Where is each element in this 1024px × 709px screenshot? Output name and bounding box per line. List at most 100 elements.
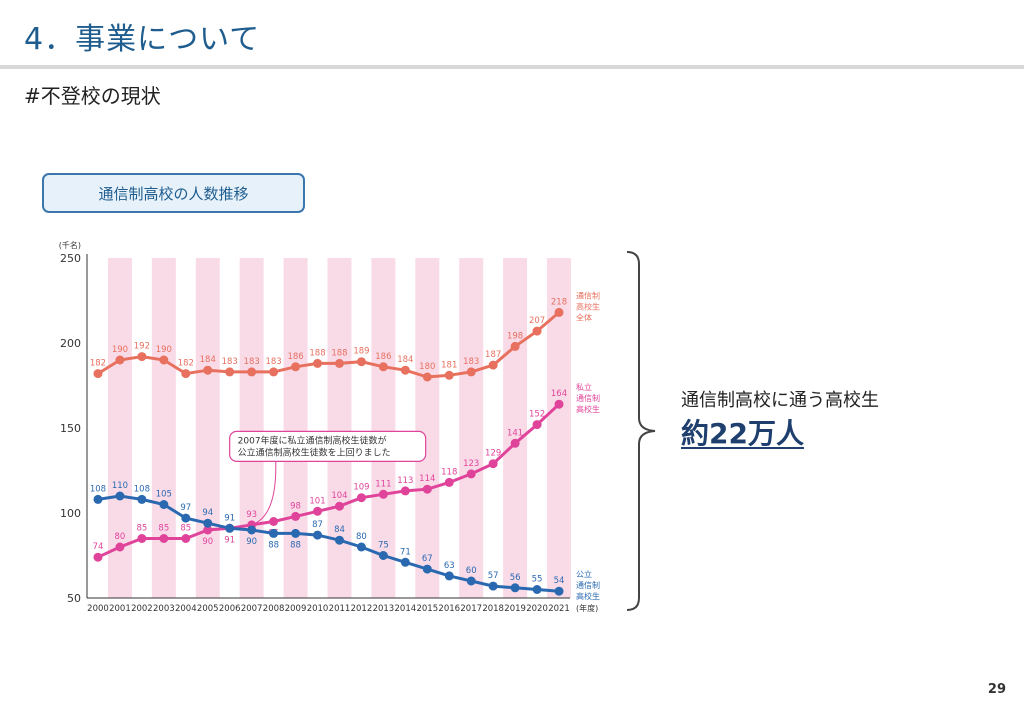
x-tick-label: 2003 [153, 604, 175, 614]
series-name-public: 通信制 [576, 580, 600, 590]
data-point-private [444, 477, 454, 487]
data-point-public [159, 500, 169, 509]
data-point-total [203, 365, 213, 375]
series-name-total: 全体 [576, 312, 592, 322]
data-point-total [269, 367, 279, 377]
series-name-private: 高校生 [576, 404, 600, 414]
data-point-public [554, 586, 564, 596]
year-stripe [107, 258, 132, 598]
data-label-private: 93 [246, 510, 257, 520]
data-label-total: 184 [397, 355, 413, 365]
data-point-total [356, 357, 366, 367]
data-point-private [356, 493, 366, 503]
annotation-text: 2007年度に私立通信制高校生徒数が [238, 434, 387, 446]
data-point-total [378, 362, 388, 372]
series-name-public: 公立 [576, 569, 592, 579]
data-point-private [181, 534, 191, 543]
x-tick-label: 2006 [219, 604, 241, 614]
data-point-total [554, 307, 564, 317]
data-label-total: 180 [419, 362, 435, 372]
slide-title: 4．事業について [24, 22, 261, 57]
x-tick-label: 2005 [197, 604, 219, 614]
year-stripe [283, 258, 308, 598]
x-tick-label: 2002 [131, 604, 153, 614]
data-point-total [444, 370, 454, 380]
x-tick-label: 2018 [482, 604, 504, 614]
data-label-private: 85 [180, 524, 191, 534]
data-point-total [225, 367, 235, 377]
data-label-public: 54 [554, 576, 565, 586]
data-label-total: 207 [529, 316, 545, 326]
x-tick-label: 2007 [241, 604, 263, 614]
data-label-public: 105 [156, 490, 172, 500]
x-tick-label: 2020 [526, 604, 548, 614]
x-tick-label: 2011 [329, 604, 351, 614]
data-label-public: 108 [134, 484, 150, 494]
data-label-private: 98 [290, 501, 301, 511]
data-label-public: 57 [488, 571, 499, 581]
data-label-public: 97 [180, 503, 191, 513]
data-label-public: 63 [444, 561, 455, 571]
page-number: 29 [987, 682, 1006, 697]
data-label-total: 189 [353, 347, 369, 357]
data-point-private [269, 517, 279, 526]
x-tick-label: 2021 [548, 604, 570, 614]
data-point-public [247, 525, 257, 535]
data-point-private [532, 420, 542, 430]
data-point-public [291, 528, 301, 538]
series-name-public: 高校生 [576, 591, 600, 601]
data-label-private: 74 [93, 542, 104, 552]
chart-title-label: 通信制高校の人数推移 [98, 184, 249, 203]
x-tick-label: 2014 [395, 604, 417, 614]
data-point-private [159, 534, 169, 543]
data-point-public [356, 542, 366, 552]
x-tick-label: 2012 [351, 604, 373, 614]
data-label-total: 218 [551, 297, 567, 307]
data-point-private [510, 438, 520, 448]
data-label-private: 85 [158, 524, 169, 534]
data-point-private [334, 501, 344, 511]
data-label-total: 182 [178, 359, 194, 369]
data-label-private: 152 [529, 410, 545, 420]
data-point-total [532, 326, 542, 336]
data-label-private: 164 [551, 389, 567, 399]
data-point-public [444, 571, 454, 581]
data-point-public [115, 491, 125, 501]
data-label-private: 104 [331, 491, 347, 501]
data-label-total: 186 [375, 352, 391, 362]
annotation-pointer [253, 458, 277, 525]
data-point-private [400, 486, 410, 496]
data-point-private [313, 506, 323, 516]
data-point-private [291, 511, 301, 521]
data-point-public [313, 530, 323, 540]
y-tick-label: 250 [60, 252, 81, 265]
data-point-private [203, 525, 213, 535]
data-label-total: 183 [463, 357, 479, 367]
data-point-total [93, 369, 103, 379]
y-tick-label: 150 [60, 422, 81, 435]
data-label-public: 94 [202, 508, 213, 518]
year-stripe [327, 258, 352, 598]
data-point-total [137, 352, 147, 362]
data-label-total: 183 [244, 357, 260, 367]
data-point-total [313, 358, 323, 368]
data-point-private [488, 459, 498, 469]
data-point-public [93, 494, 103, 504]
year-stripe [371, 258, 396, 598]
data-point-public [181, 513, 191, 523]
y-tick-label: 200 [60, 337, 81, 350]
x-axis-unit-label: (年度) [576, 603, 598, 613]
year-stripe [195, 258, 220, 598]
series-line-private [97, 403, 561, 559]
data-point-total [291, 362, 301, 372]
year-stripe [415, 258, 440, 598]
annotation-box [229, 430, 427, 462]
data-label-private: 113 [397, 476, 413, 486]
data-label-total: 188 [331, 348, 347, 358]
data-point-total [422, 372, 432, 382]
x-tick-label: 2015 [416, 604, 438, 614]
series-line-total [97, 311, 560, 379]
slide-subtitle: #不登校の現状 [24, 84, 161, 108]
data-label-public: 67 [422, 554, 433, 564]
